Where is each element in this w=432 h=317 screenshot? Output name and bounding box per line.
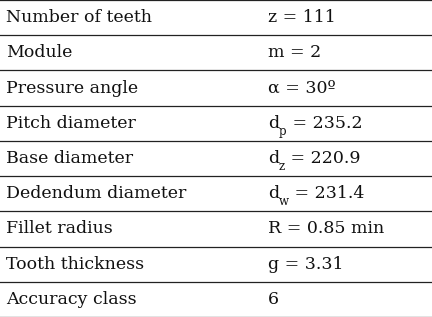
Text: Fillet radius: Fillet radius	[6, 220, 113, 237]
Text: z: z	[279, 160, 285, 173]
Text: Dedendum diameter: Dedendum diameter	[6, 185, 187, 202]
Text: Accuracy class: Accuracy class	[6, 291, 137, 308]
Text: w: w	[279, 195, 289, 208]
Text: = 220.9: = 220.9	[285, 150, 361, 167]
Text: d: d	[268, 115, 279, 132]
Text: Base diameter: Base diameter	[6, 150, 133, 167]
Text: Module: Module	[6, 44, 73, 61]
Text: z = 111: z = 111	[268, 9, 336, 26]
Text: Pitch diameter: Pitch diameter	[6, 115, 137, 132]
Text: Pressure angle: Pressure angle	[6, 80, 139, 97]
Text: R = 0.85 min: R = 0.85 min	[268, 220, 384, 237]
Text: 6: 6	[268, 291, 279, 308]
Text: Tooth thickness: Tooth thickness	[6, 256, 145, 273]
Text: = 235.2: = 235.2	[286, 115, 362, 132]
Text: = 231.4: = 231.4	[289, 185, 364, 202]
Text: d: d	[268, 185, 279, 202]
Text: d: d	[268, 150, 279, 167]
Text: g = 3.31: g = 3.31	[268, 256, 343, 273]
Text: α = 30º: α = 30º	[268, 80, 336, 97]
Text: p: p	[279, 125, 286, 138]
Text: m = 2: m = 2	[268, 44, 321, 61]
Text: Number of teeth: Number of teeth	[6, 9, 152, 26]
